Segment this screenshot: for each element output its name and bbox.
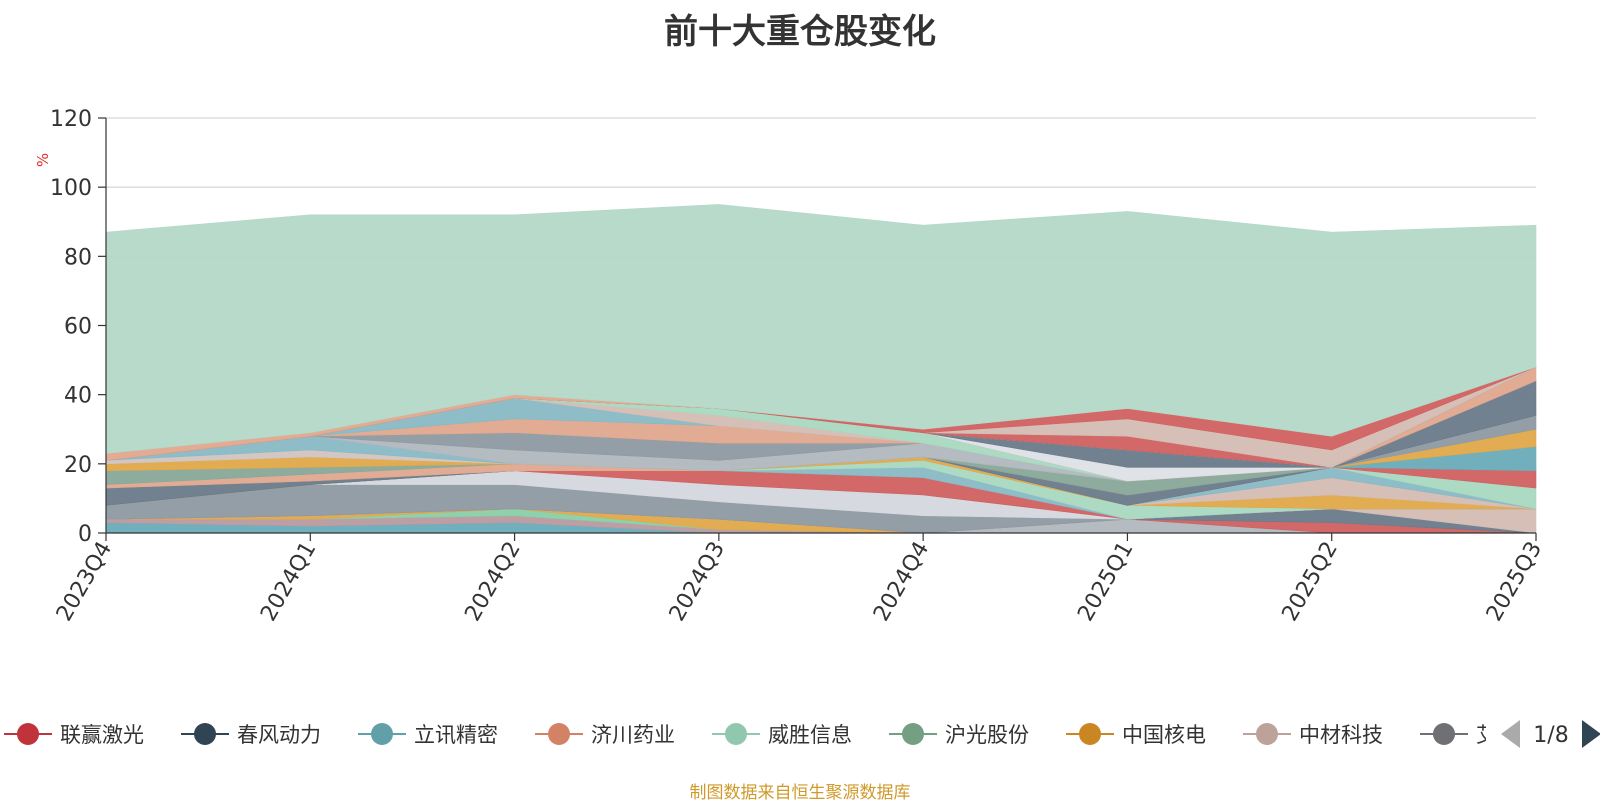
y-tick-label: 40 bbox=[64, 384, 92, 409]
legend-item[interactable] bbox=[535, 723, 583, 745]
y-tick-label: 100 bbox=[50, 176, 92, 201]
legend-item[interactable] bbox=[712, 723, 760, 745]
legend-pager: 1/8 bbox=[1501, 720, 1600, 748]
x-tick-label: 2025Q1 bbox=[1073, 538, 1138, 626]
legend-item-label[interactable]: 立讯精密 bbox=[414, 723, 498, 747]
legend-item[interactable] bbox=[1420, 723, 1468, 745]
legend-marker-icon bbox=[1433, 723, 1455, 745]
legend[interactable] bbox=[4, 723, 1468, 745]
legend-item-label[interactable]: 春风动力 bbox=[237, 723, 321, 747]
y-tick-label: 60 bbox=[64, 315, 92, 340]
x-tick-label: 2024Q3 bbox=[665, 538, 730, 626]
legend-item[interactable] bbox=[1066, 723, 1114, 745]
x-tick-label: 2025Q3 bbox=[1482, 538, 1547, 626]
y-tick-label: 20 bbox=[64, 453, 92, 478]
data-source-note: 制图数据来自恒生聚源数据库 bbox=[689, 783, 911, 803]
legend-next-icon[interactable] bbox=[1582, 720, 1600, 748]
y-ticks: 0 20 40 60 80 100 120 bbox=[50, 107, 106, 547]
x-ticks: 2023Q4 2024Q1 2024Q2 2024Q3 2024Q4 2025Q1 2025… bbox=[52, 533, 1547, 626]
legend-marker-icon bbox=[17, 723, 39, 745]
legend-item[interactable] bbox=[889, 723, 937, 745]
x-tick-label: 2025Q2 bbox=[1278, 538, 1343, 626]
y-tick-label: 120 bbox=[50, 107, 92, 132]
x-tick-label: 2024Q2 bbox=[460, 538, 525, 626]
legend-marker-icon bbox=[725, 723, 747, 745]
legend-marker-icon bbox=[1256, 723, 1278, 745]
legend-item-label[interactable]: 联赢激光 bbox=[60, 723, 144, 747]
x-tick-label: 2024Q4 bbox=[869, 538, 934, 626]
legend-item[interactable] bbox=[1243, 723, 1291, 745]
y-axis-label: % bbox=[34, 153, 52, 167]
legend-page-indicator: 1/8 bbox=[1533, 723, 1568, 748]
area-series-group bbox=[105, 204, 1537, 534]
legend-item[interactable] bbox=[4, 723, 52, 745]
legend-item-label[interactable]: 沪光股份 bbox=[945, 723, 1029, 747]
legend-item-label[interactable]: 中国核电 bbox=[1122, 723, 1206, 747]
legend-item[interactable] bbox=[358, 723, 406, 745]
x-tick-label: 2024Q1 bbox=[256, 538, 321, 626]
chart-title: 前十大重仓股变化 bbox=[664, 12, 936, 52]
legend-marker-icon bbox=[194, 723, 216, 745]
legend-item-label[interactable]: 中材科技 bbox=[1299, 723, 1383, 747]
legend-item-label[interactable]: 济川药业 bbox=[591, 723, 675, 747]
legend-item[interactable] bbox=[181, 723, 229, 745]
area-series-42[interactable] bbox=[105, 204, 1537, 454]
legend-marker-icon bbox=[1079, 723, 1101, 745]
legend-marker-icon bbox=[371, 723, 393, 745]
legend-item-label[interactable]: 威胜信息 bbox=[768, 723, 852, 747]
x-tick-label: 2023Q4 bbox=[52, 538, 117, 626]
legend-marker-icon bbox=[902, 723, 924, 745]
y-tick-label: 0 bbox=[78, 522, 92, 547]
legend-marker-icon bbox=[548, 723, 570, 745]
legend-prev-icon[interactable] bbox=[1501, 720, 1520, 748]
y-tick-label: 80 bbox=[64, 245, 92, 270]
